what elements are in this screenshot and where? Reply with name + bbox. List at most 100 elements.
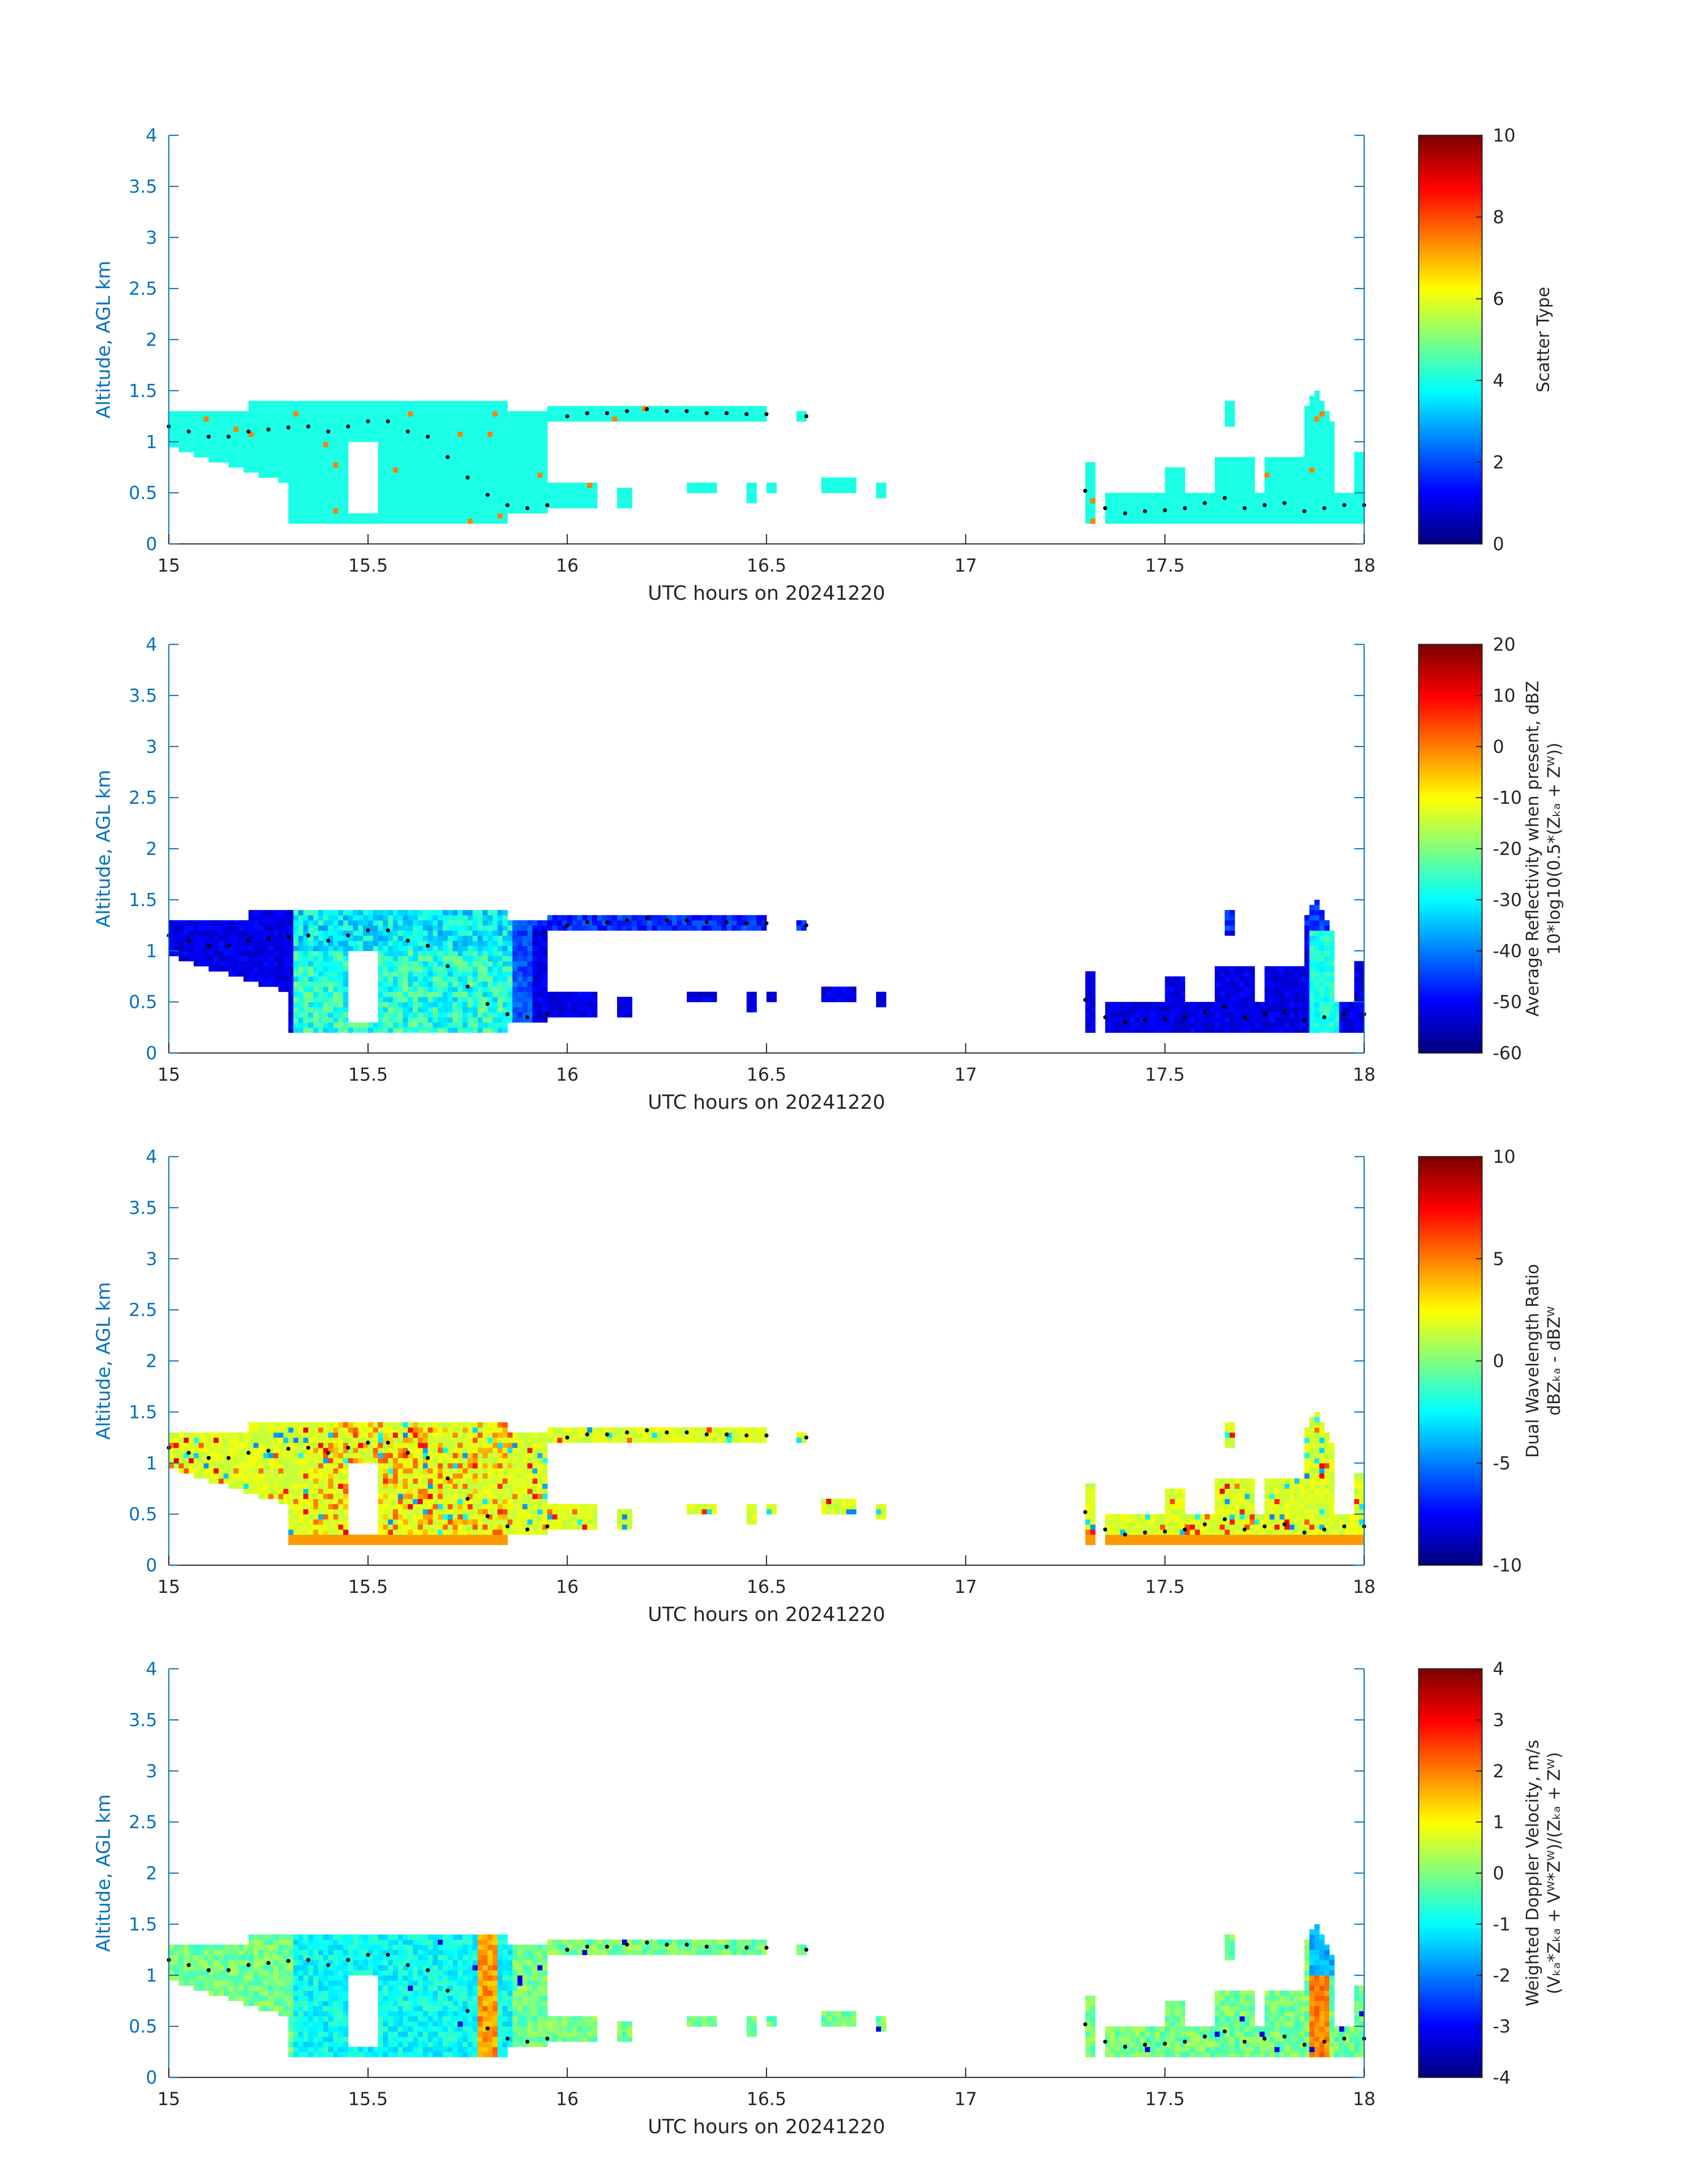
colorbar-step xyxy=(1419,218,1482,222)
heatmap-cell xyxy=(482,503,488,509)
heatmap-cell xyxy=(313,431,319,437)
heatmap-cell xyxy=(547,411,553,417)
heatmap-cell xyxy=(537,431,543,437)
heatmap-cell xyxy=(711,991,717,997)
heatmap-cell xyxy=(413,518,418,524)
heatmap-cell xyxy=(617,1002,622,1007)
heatmap-cell xyxy=(1249,991,1255,997)
heatmap-cell xyxy=(1274,498,1280,504)
heatmap-cell xyxy=(403,1002,408,1007)
heatmap-cell xyxy=(303,513,309,519)
heatmap-cell xyxy=(722,920,727,926)
cloud-base-dot xyxy=(705,411,709,415)
heatmap-cell xyxy=(1324,442,1330,447)
heatmap-cell xyxy=(313,1007,319,1013)
heatmap-cell xyxy=(487,462,493,468)
heatmap-cell xyxy=(1344,1017,1350,1023)
heatmap-cell xyxy=(542,457,548,463)
heatmap-cell xyxy=(1254,503,1260,509)
heatmap-cell xyxy=(198,416,204,422)
colorbar-step xyxy=(1419,225,1482,229)
heatmap-cell xyxy=(268,436,274,442)
heatmap-cell xyxy=(1274,488,1280,493)
heatmap-cell xyxy=(472,518,478,524)
heatmap-cell xyxy=(1314,416,1320,422)
heatmap-cell xyxy=(1165,518,1170,524)
heatmap-cell xyxy=(293,488,299,493)
heatmap-cell xyxy=(358,406,363,412)
heatmap-cell xyxy=(468,935,473,941)
y-tick-label: 4 xyxy=(146,635,157,655)
heatmap-cell xyxy=(1120,1027,1126,1033)
heatmap-cell xyxy=(443,1017,448,1023)
heatmap-cell xyxy=(502,1012,508,1018)
heatmap-cell xyxy=(1140,493,1145,498)
heatmap-cell xyxy=(502,436,508,442)
heatmap-cell xyxy=(303,1027,309,1033)
heatmap-cell xyxy=(298,518,304,524)
heatmap-cell xyxy=(179,925,184,931)
colorbar-step xyxy=(1419,995,1482,999)
heatmap-cell xyxy=(398,477,403,483)
heatmap-cell xyxy=(487,493,493,498)
heatmap-cell xyxy=(517,467,523,473)
heatmap-cell xyxy=(1249,467,1255,473)
heatmap-cell xyxy=(452,956,458,961)
heatmap-cell xyxy=(338,401,343,406)
heatmap-cell xyxy=(1125,1017,1131,1023)
heatmap-cell xyxy=(418,1022,423,1028)
heatmap-cell xyxy=(293,503,299,509)
heatmap-cell xyxy=(1150,1022,1156,1028)
cloud-base-dot xyxy=(764,921,768,925)
heatmap-cell xyxy=(1329,966,1335,972)
heatmap-cell xyxy=(1354,467,1360,473)
heatmap-cell xyxy=(398,1022,403,1028)
heatmap-cell xyxy=(662,411,668,417)
cloud-base-dot xyxy=(306,933,310,938)
heatmap-cell xyxy=(487,910,493,915)
heatmap-cell xyxy=(413,508,418,514)
heatmap-cell xyxy=(1324,452,1330,458)
heatmap-cell xyxy=(517,961,523,967)
heatmap-cell xyxy=(313,493,319,498)
heatmap-cell xyxy=(313,421,319,427)
heatmap-cell xyxy=(1270,477,1275,483)
heatmap-cell xyxy=(1219,493,1225,498)
heatmap-cell xyxy=(213,421,219,427)
heatmap-cell xyxy=(472,431,478,437)
heatmap-cell xyxy=(1324,488,1330,493)
heatmap-cell xyxy=(328,477,334,483)
heatmap-cell xyxy=(1219,1022,1225,1028)
heatmap-cell xyxy=(413,945,418,951)
heatmap-cell xyxy=(328,467,334,473)
heatmap-cell xyxy=(1175,1007,1180,1013)
heatmap-cell xyxy=(477,457,483,463)
heatmap-cell xyxy=(338,966,343,972)
heatmap-cell xyxy=(1165,493,1170,498)
heatmap-cell xyxy=(497,915,503,921)
heatmap-cell xyxy=(1120,508,1126,514)
heatmap-cell xyxy=(1249,498,1255,504)
heatmap-cell xyxy=(502,488,508,493)
heatmap-cell xyxy=(482,421,488,427)
colorbar-step xyxy=(1419,976,1482,980)
heatmap-cell xyxy=(348,416,354,422)
heatmap-cell xyxy=(443,920,448,926)
colorbar-step xyxy=(1419,164,1482,168)
heatmap-cell xyxy=(1264,498,1270,504)
heatmap-cell xyxy=(408,991,413,997)
heatmap-cell xyxy=(1135,1012,1140,1018)
heatmap-cell xyxy=(1329,503,1335,509)
heatmap-cell xyxy=(418,426,423,432)
heatmap-cell xyxy=(1224,1007,1230,1013)
heatmap-cell xyxy=(338,477,343,483)
heatmap-cell xyxy=(169,436,174,442)
heatmap-cell xyxy=(1105,1017,1111,1023)
heatmap-cell xyxy=(477,488,483,493)
heatmap-cell xyxy=(378,940,384,946)
heatmap-cell xyxy=(253,935,259,941)
heatmap-cell xyxy=(1284,986,1290,992)
heatmap-cell xyxy=(1229,971,1235,977)
heatmap-cell xyxy=(746,493,752,498)
heatmap-cell xyxy=(383,951,388,957)
